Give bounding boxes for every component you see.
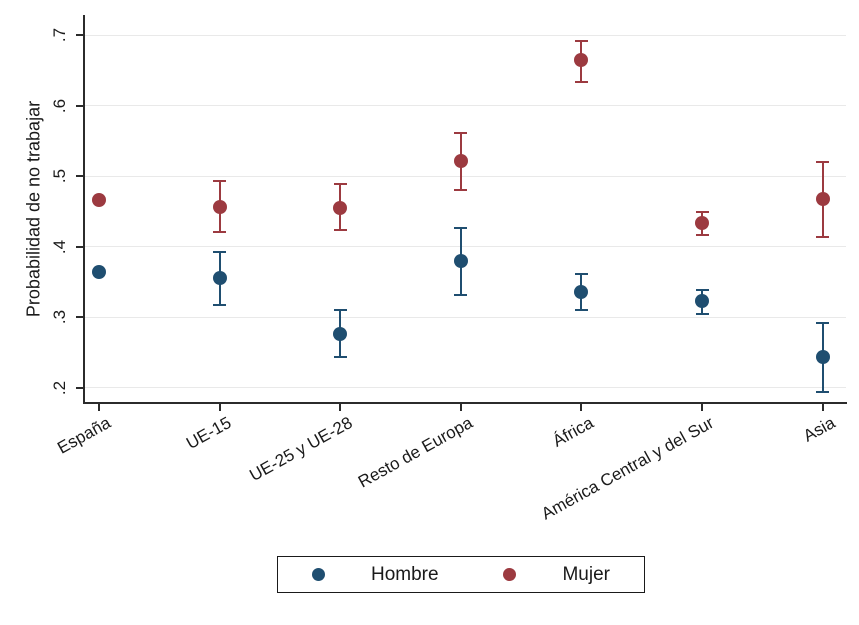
data-point-mujer	[92, 192, 106, 207]
x-tick	[459, 403, 462, 411]
error-bar-cap-bottom	[333, 356, 347, 359]
data-point-hombre	[695, 294, 709, 309]
y-tick	[76, 104, 84, 107]
legend-label-hombre: Hombre	[371, 563, 439, 585]
data-point-hombre	[453, 254, 468, 269]
y-tick	[76, 316, 84, 318]
error-bar-cap-top	[454, 131, 468, 134]
x-tick	[580, 403, 583, 411]
error-bar-cap-top	[816, 322, 830, 325]
error-bar-cap-bottom	[574, 80, 588, 83]
y-tick	[76, 245, 84, 248]
gridline	[85, 316, 846, 318]
x-tick	[339, 403, 342, 411]
error-bar-cap-top	[213, 179, 227, 182]
error-bar-cap-top	[213, 251, 227, 254]
y-tick-label: .5	[50, 168, 69, 184]
error-bar-cap-bottom	[816, 236, 830, 239]
y-tick-label: .3	[50, 309, 69, 325]
error-bar-cap-bottom	[816, 391, 830, 394]
x-axis-line	[83, 402, 847, 404]
error-bar-cap-bottom	[695, 234, 709, 237]
y-axis-title: Probabilidad de no trabajar	[23, 100, 44, 318]
x-tick	[98, 403, 100, 411]
legend: Hombre Mujer	[277, 556, 645, 593]
legend-item-hombre: Hombre	[312, 564, 439, 586]
gridline	[85, 175, 846, 177]
data-point-mujer	[212, 200, 227, 215]
x-category-label: África	[549, 413, 597, 451]
y-tick	[76, 175, 84, 177]
x-category-label: Asia	[799, 413, 838, 446]
data-point-hombre	[212, 271, 227, 286]
data-point-hombre	[92, 264, 106, 279]
x-category-label: UE-15	[183, 413, 235, 453]
data-point-hombre	[574, 285, 589, 300]
error-bar-cap-top	[333, 182, 347, 185]
error-bar-cap-top	[695, 288, 709, 291]
x-category-label: España	[54, 413, 115, 458]
data-point-mujer	[453, 154, 468, 169]
gridline	[85, 34, 846, 36]
gridline	[85, 246, 846, 247]
y-tick	[76, 386, 84, 389]
error-bar-cap-bottom	[213, 231, 227, 234]
data-point-mujer	[574, 52, 589, 67]
x-category-label: UE-25 y UE-28	[246, 413, 356, 486]
error-bar-cap-top	[695, 210, 709, 213]
data-point-mujer	[815, 192, 830, 207]
data-point-mujer	[695, 215, 709, 230]
data-point-hombre	[815, 350, 830, 365]
y-tick-label: .2	[50, 380, 69, 395]
error-bar-cap-bottom	[454, 294, 468, 297]
y-tick-label: .7	[50, 27, 69, 43]
error-bar-cap-bottom	[695, 313, 709, 316]
error-bar-cap-bottom	[574, 308, 588, 311]
legend-label-mujer: Mujer	[562, 563, 610, 585]
error-bar-cap-top	[816, 160, 830, 163]
data-point-hombre	[333, 326, 348, 341]
data-point-mujer	[333, 200, 348, 215]
error-bar-cap-bottom	[333, 229, 347, 232]
gridline	[85, 387, 846, 388]
error-bar-cap-top	[333, 308, 347, 311]
y-axis-line	[83, 15, 85, 404]
x-tick	[701, 403, 703, 411]
legend-item-mujer: Mujer	[503, 564, 610, 586]
error-bar-cap-top	[574, 39, 588, 42]
error-bar-cap-bottom	[454, 189, 468, 192]
y-tick	[76, 34, 84, 36]
mujer-marker-icon	[503, 568, 517, 581]
error-bar-cap-bottom	[213, 304, 227, 306]
x-category-label: Resto de Europa	[355, 413, 477, 492]
y-tick-label: .6	[50, 98, 69, 113]
x-tick	[821, 403, 824, 411]
y-tick-label: .4	[50, 239, 69, 254]
x-tick	[218, 403, 221, 411]
error-bar-cap-top	[454, 227, 468, 230]
gridline	[85, 105, 846, 106]
hombre-marker-icon	[312, 568, 325, 581]
error-bar-cap-top	[574, 272, 588, 275]
